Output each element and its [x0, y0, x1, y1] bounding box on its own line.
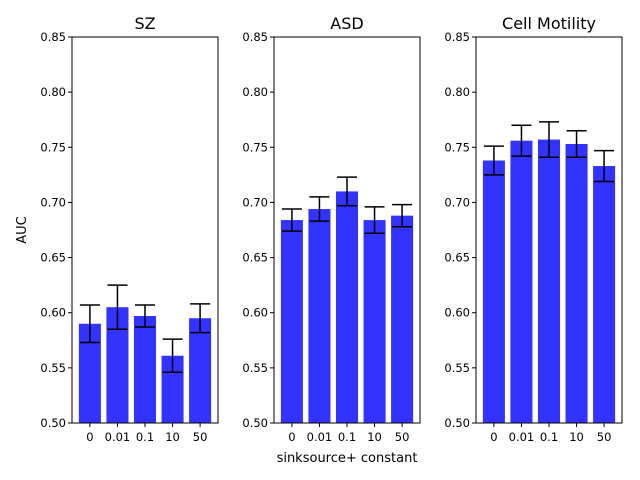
y-tick-label: 0.50 [40, 416, 66, 430]
y-tick-label: 0.70 [40, 195, 66, 209]
x-tick-label: 0 [490, 430, 497, 444]
bar [565, 143, 588, 424]
y-tick-label: 0.75 [444, 140, 470, 154]
bar [133, 316, 157, 423]
y-tick-label: 0.80 [444, 85, 470, 99]
error-bar [281, 208, 302, 232]
bar [106, 307, 129, 423]
bar [482, 160, 505, 423]
x-tick-label: 0 [288, 430, 295, 444]
x-tick-label: 10 [569, 430, 584, 444]
error-bar [511, 124, 532, 157]
y-axis-label: AUC [15, 216, 30, 244]
bar [391, 215, 414, 423]
error-bar [539, 121, 559, 158]
bar [335, 191, 359, 423]
bar [593, 166, 616, 423]
panel-title: ASD [330, 14, 363, 33]
y-tick-label: 0.70 [242, 195, 268, 209]
error-bar [162, 338, 183, 374]
x-tick-label: 0.01 [105, 430, 131, 444]
y-tick-label: 0.85 [40, 30, 66, 44]
y-tick-label: 0.50 [242, 416, 268, 430]
y-tick-label: 0.85 [444, 30, 470, 44]
y-tick-label: 0.50 [444, 416, 470, 430]
bar [510, 140, 533, 424]
y-tick-label: 0.65 [242, 251, 268, 265]
y-tick-label: 0.55 [444, 361, 470, 375]
error-bar [135, 304, 155, 328]
y-tick-label: 0.80 [40, 85, 66, 99]
error-bar [483, 145, 504, 176]
error-bar [309, 196, 330, 222]
error-bar [594, 149, 615, 183]
y-tick-label: 0.60 [242, 306, 268, 320]
bar [189, 318, 212, 423]
y-tick-label: 0.65 [444, 251, 470, 265]
y-tick-label: 0.70 [444, 195, 470, 209]
x-tick-label: 0.1 [136, 430, 154, 444]
error-bar [337, 176, 357, 207]
y-tick-label: 0.55 [40, 361, 66, 375]
error-bar [79, 304, 100, 344]
error-bar [364, 206, 385, 235]
bar [308, 209, 331, 423]
error-bar [392, 203, 413, 228]
bar [280, 220, 303, 423]
x-tick-label: 10 [367, 430, 382, 444]
panel-2: 0.50 0.55 0.60 0.65 0.70 0.75 0.80 0.85 0 0.01 0.1… [242, 14, 421, 466]
panel-title: Cell Motility [502, 14, 596, 33]
error-bar [107, 284, 128, 331]
x-tick-label: 50 [597, 430, 612, 444]
y-tick-label: 0.60 [444, 306, 470, 320]
y-tick-label: 0.75 [242, 140, 268, 154]
y-tick-label: 0.75 [40, 140, 66, 154]
x-axis-label: sinksource+ constant [277, 451, 418, 466]
bar [363, 220, 386, 423]
panel-3: 0.50 0.55 0.60 0.65 0.70 0.75 0.80 0.85 0 0.01 0.1… [444, 14, 623, 444]
error-bar [566, 129, 587, 158]
panel-1: 0.50 0.55 0.60 0.65 0.70 0.75 0.80 0.85 0 0.01 0.1… [15, 14, 219, 444]
bar [78, 323, 101, 423]
x-tick-label: 0 [86, 430, 93, 444]
panel-title: SZ [134, 14, 155, 33]
x-tick-label: 0.1 [338, 430, 356, 444]
y-tick-label: 0.65 [40, 251, 66, 265]
bar [537, 139, 561, 423]
x-tick-label: 50 [193, 430, 208, 444]
y-tick-label: 0.55 [242, 361, 268, 375]
y-tick-label: 0.60 [40, 306, 66, 320]
x-tick-label: 0.1 [540, 430, 558, 444]
x-tick-label: 0.01 [307, 430, 333, 444]
error-bar [190, 303, 211, 334]
y-tick-label: 0.80 [242, 85, 268, 99]
y-tick-label: 0.85 [242, 30, 268, 44]
x-tick-label: 10 [165, 430, 180, 444]
x-tick-label: 0.01 [509, 430, 535, 444]
x-tick-label: 50 [395, 430, 410, 444]
